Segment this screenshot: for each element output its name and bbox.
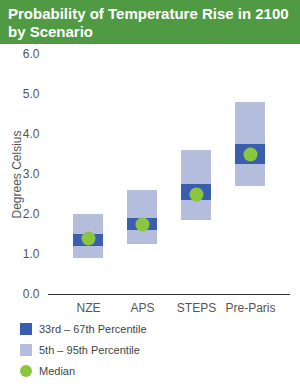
svg-text:NZE: NZE	[77, 301, 101, 315]
svg-text:2.0: 2.0	[23, 207, 40, 221]
svg-text:STEPS: STEPS	[177, 301, 216, 315]
html-text:33rd – 67th Percentile: 33rd – 67th Percentile	[39, 322, 147, 335]
svg-text:4.0: 4.0	[23, 127, 40, 141]
svg-text:5.0: 5.0	[23, 87, 40, 101]
svg-text:0.0: 0.0	[23, 287, 40, 301]
html-text:5th – 95th Percentile: 5th – 95th Percentile	[39, 343, 140, 356]
svg-text:6.0: 6.0	[23, 47, 40, 61]
svg-text:Pre-Paris: Pre-Paris	[225, 301, 275, 315]
html-text:Probability of Temperature Ris: Probability of Temperature Rise in 2100 …	[8, 5, 289, 40]
html-text:Median: Median	[39, 364, 76, 377]
svg-text:3.0: 3.0	[23, 167, 40, 181]
svg-text:APS: APS	[130, 301, 154, 315]
svg-text:Degrees Celsius: Degrees Celsius	[10, 130, 24, 218]
svg-text:1.0: 1.0	[23, 247, 40, 261]
